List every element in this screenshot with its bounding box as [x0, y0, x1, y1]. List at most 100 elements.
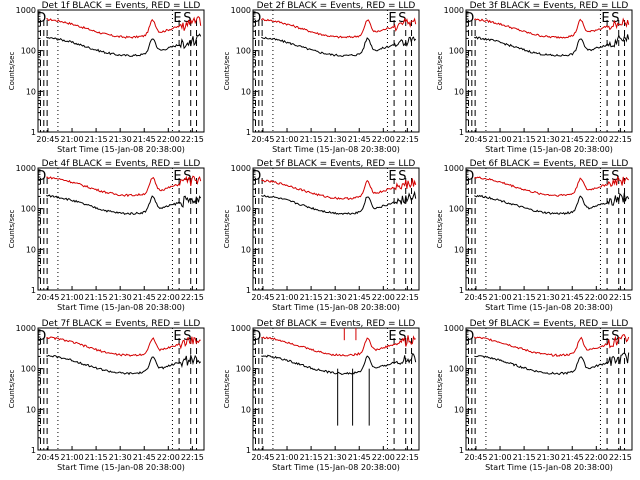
x-tick-label: 21:00: [275, 135, 298, 144]
x-tick-label: 21:15: [300, 135, 323, 144]
x-tick-label: 21:15: [513, 293, 536, 302]
y-tick-label: 10: [26, 405, 36, 414]
plot-frame: [252, 327, 420, 451]
marker-S: S: [398, 11, 406, 26]
panel-title: Det 6f BLACK = Events, RED = LLD: [470, 159, 629, 169]
x-tick-label: 21:15: [300, 453, 323, 462]
panel-title: Det 7f BLACK = Events, RED = LLD: [42, 319, 201, 329]
y-tick-label: 100: [449, 365, 464, 374]
x-tick-label: 21:30: [324, 135, 347, 144]
y-axis-label: Counts/sec: [8, 52, 16, 91]
x-tick-label: 21:30: [537, 135, 560, 144]
x-tick-label: 21:45: [348, 293, 371, 302]
x-tick-label: 21:45: [133, 293, 156, 302]
x-tick-label: 21:45: [561, 453, 584, 462]
plot-frame: [465, 9, 633, 133]
y-tick-label: 10: [26, 245, 36, 254]
x-tick-label: 22:00: [157, 135, 180, 144]
marker-E: E: [601, 11, 609, 26]
plot-frame: [252, 167, 420, 291]
marker-E: E: [601, 169, 609, 184]
marker-E: E: [388, 329, 396, 344]
x-tick-label: 21:00: [488, 453, 511, 462]
series-line-lld: [261, 178, 417, 201]
x-tick-label: 21:30: [109, 293, 132, 302]
y-tick-label: 100: [236, 47, 251, 56]
series-line-events: [474, 352, 630, 376]
x-tick-label: 22:00: [585, 293, 608, 302]
x-tick-label: 21:00: [488, 293, 511, 302]
series-line-lld: [473, 334, 630, 357]
marker-S: S: [611, 169, 619, 184]
marker-E: E: [388, 11, 396, 26]
series-line-events: [261, 190, 417, 215]
x-tick-label: 20:45: [36, 135, 59, 144]
series-line-events: [45, 33, 202, 58]
y-tick-label: 1000: [444, 6, 464, 15]
x-tick-label: 21:15: [85, 293, 108, 302]
x-tick-label: 20:45: [251, 135, 274, 144]
panel-3: Det 3f BLACK = Events, RED = LLD 1 10 100 10…: [436, 1, 633, 154]
x-tick-label: 22:00: [157, 453, 180, 462]
x-tick-label: 20:45: [251, 293, 274, 302]
y-tick-label: 10: [241, 245, 251, 254]
x-tick-label: 22:15: [181, 293, 204, 302]
x-tick-label: 21:45: [133, 453, 156, 462]
x-axis-label: Start Time (15-Jan-08 20:38:00): [272, 463, 400, 472]
series-line-events: [474, 192, 630, 215]
y-tick-label: 10: [454, 87, 464, 96]
marker-D: D: [251, 11, 261, 26]
x-tick-label: 21:45: [348, 135, 371, 144]
x-tick-label: 21:15: [513, 453, 536, 462]
panel-title: Det 3f BLACK = Events, RED = LLD: [470, 1, 629, 11]
y-axis-label: Counts/sec: [8, 210, 16, 249]
x-tick-label: 22:15: [609, 293, 632, 302]
x-tick-label: 21:15: [300, 293, 323, 302]
x-tick-label: 20:45: [464, 135, 487, 144]
plot-frame: [37, 167, 205, 291]
x-axis-label: Start Time (15-Jan-08 20:38:00): [57, 303, 185, 312]
x-axis-label: Start Time (15-Jan-08 20:38:00): [485, 145, 613, 154]
panel-4: Det 4f BLACK = Events, RED = LLD 1 10 100 10…: [8, 159, 205, 312]
y-tick-label: 1000: [231, 324, 251, 333]
x-tick-label: 21:00: [275, 293, 298, 302]
x-tick-label: 21:30: [109, 453, 132, 462]
x-tick-label: 21:45: [133, 135, 156, 144]
y-tick-label: 100: [21, 205, 36, 214]
y-axis-label: Counts/sec: [223, 52, 231, 91]
y-axis-label: Counts/sec: [436, 52, 444, 91]
y-tick-label: 1000: [444, 324, 464, 333]
panel-title: Det 2f BLACK = Events, RED = LLD: [257, 1, 416, 11]
y-tick-label: 1: [246, 446, 251, 455]
y-tick-label: 1000: [16, 324, 36, 333]
y-tick-label: 1000: [231, 6, 251, 15]
y-tick-label: 1000: [231, 164, 251, 173]
panel-8: Det 8f BLACK = Events, RED = LLD 1 10 100 10…: [223, 319, 420, 472]
x-axis-label: Start Time (15-Jan-08 20:38:00): [57, 145, 185, 154]
x-axis-label: Start Time (15-Jan-08 20:38:00): [485, 463, 613, 472]
y-tick-label: 10: [241, 87, 251, 96]
marker-D: D: [464, 169, 474, 184]
x-tick-label: 22:00: [585, 135, 608, 144]
x-tick-label: 20:45: [464, 293, 487, 302]
x-tick-label: 21:30: [537, 293, 560, 302]
marker-E: E: [601, 329, 609, 344]
x-tick-label: 21:30: [324, 293, 347, 302]
y-tick-label: 100: [236, 365, 251, 374]
y-tick-label: 1: [31, 446, 36, 455]
x-tick-label: 20:45: [36, 293, 59, 302]
marker-E: E: [173, 169, 181, 184]
y-axis-label: Counts/sec: [436, 210, 444, 249]
y-axis-label: Counts/sec: [436, 370, 444, 409]
series-line-lld: [474, 17, 630, 39]
x-tick-label: 22:15: [396, 453, 419, 462]
y-tick-label: 1: [31, 286, 36, 295]
series-line-lld: [260, 17, 417, 39]
x-tick-label: 22:00: [372, 135, 395, 144]
x-tick-label: 21:15: [85, 135, 108, 144]
marker-S: S: [183, 11, 191, 26]
plot-frame: [465, 327, 633, 451]
series-line-events: [261, 36, 417, 57]
y-tick-label: 100: [236, 205, 251, 214]
